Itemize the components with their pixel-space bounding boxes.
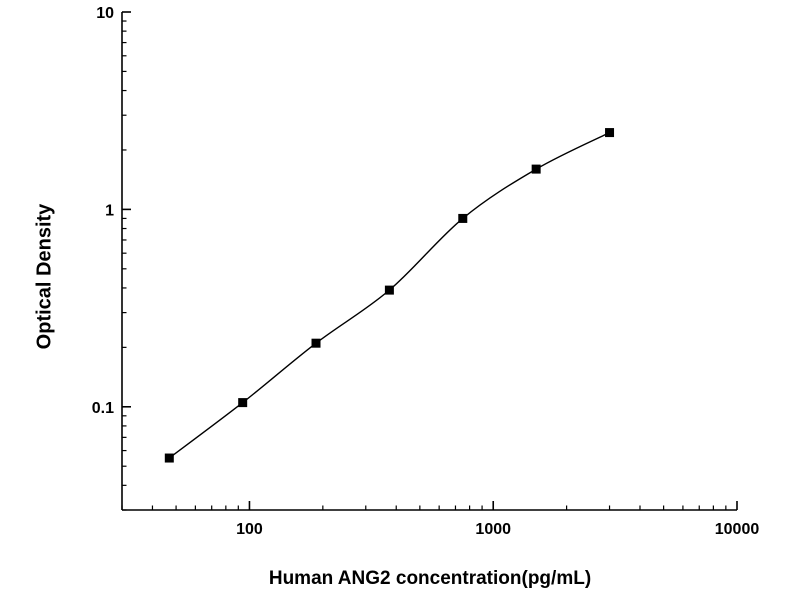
data-point — [311, 338, 321, 348]
data-point — [384, 285, 394, 295]
data-point — [238, 398, 248, 408]
data-point — [458, 213, 468, 223]
data-point — [531, 164, 541, 174]
y-tick-label: 0.1 — [92, 400, 114, 417]
y-tick-label: 1 — [105, 202, 114, 219]
y-axis-title: Optical Density — [33, 203, 56, 350]
fit-curve — [168, 131, 610, 459]
x-tick-label: 10000 — [715, 521, 760, 538]
y-tick-label: 10 — [96, 5, 114, 22]
x-tick-label: 100 — [236, 521, 263, 538]
data-point — [605, 128, 615, 138]
data-point — [164, 453, 174, 463]
x-axis-title: Human ANG2 concentration(pg/mL) — [268, 568, 592, 589]
x-tick-label: 1000 — [475, 521, 511, 538]
